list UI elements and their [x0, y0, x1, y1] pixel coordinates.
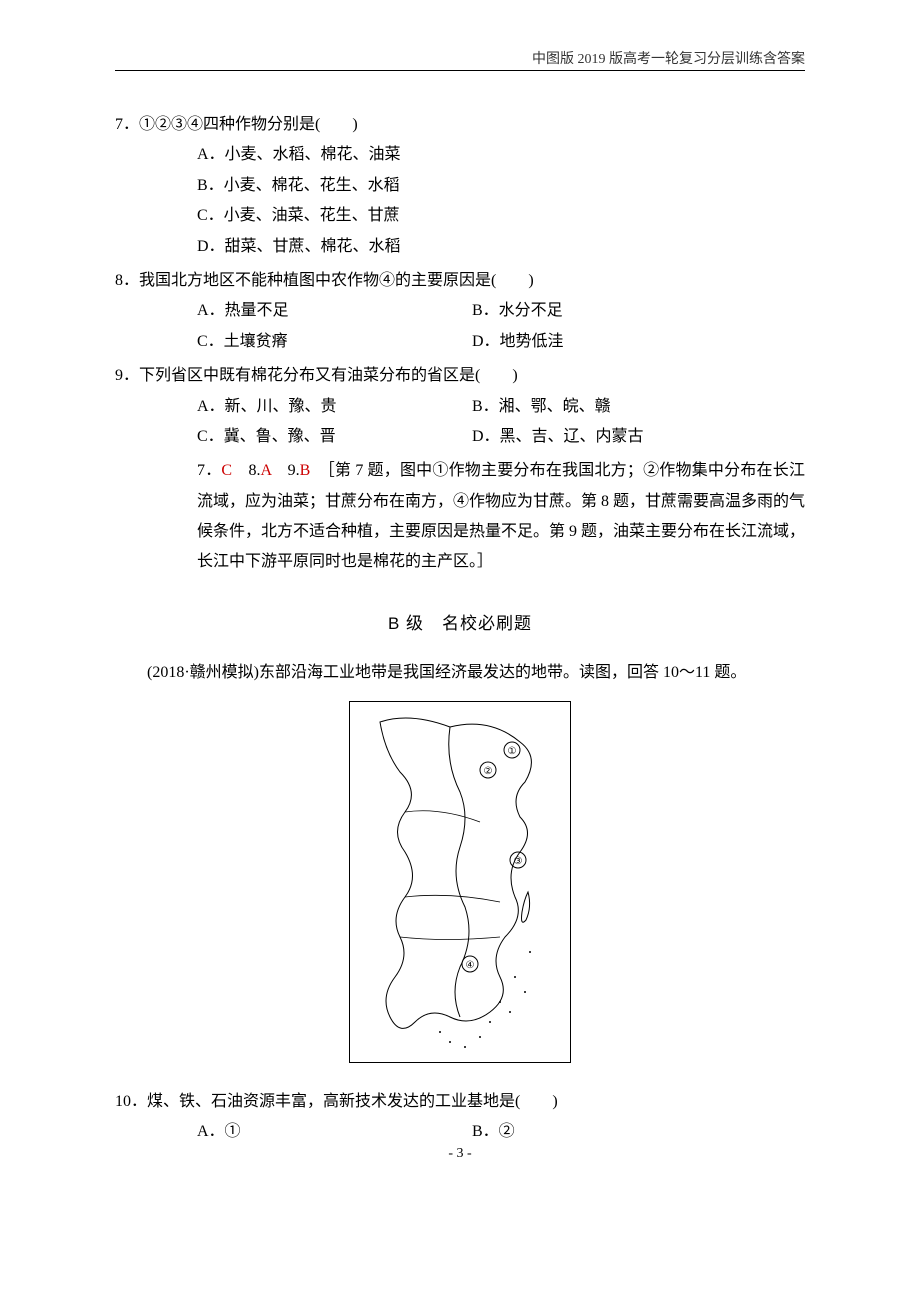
q9-option-b: B．湘、鄂、皖、赣 [472, 392, 805, 422]
svg-text:②: ② [484, 766, 493, 777]
q7-option-a: A．小麦、水稻、棉花、油菜 [197, 140, 805, 170]
q10-option-b: B．② [472, 1117, 805, 1147]
q10-stem: 10．煤、铁、石油资源丰富，高新技术发达的工业基地是( ) [115, 1087, 805, 1117]
svg-text:①: ① [508, 746, 517, 757]
a8-letter: A [261, 462, 272, 479]
a7-label: 7． [197, 462, 221, 479]
running-head: 中图版 2019 版高考一轮复习分层训练含答案 [532, 48, 805, 68]
svg-text:③: ③ [514, 856, 523, 867]
q7-option-d: D．甜菜、甘蔗、棉花、水稻 [197, 232, 805, 262]
q8-option-a: A．热量不足 [197, 296, 472, 326]
page-number: - 3 - [0, 1146, 920, 1162]
a8-label: 8. [232, 462, 260, 479]
q8-option-c: C．土壤贫瘠 [197, 327, 472, 357]
svg-text:④: ④ [466, 960, 475, 971]
q9-option-d: D．黑、吉、辽、内蒙古 [472, 422, 805, 452]
map-svg: ① ② ③ ④ [350, 702, 570, 1062]
q8-option-b: B．水分不足 [472, 296, 805, 326]
q8-option-d: D．地势低洼 [472, 327, 805, 357]
a9-letter: B [300, 462, 311, 479]
q9-option-c: C．冀、鲁、豫、晋 [197, 422, 472, 452]
q9-option-a: A．新、川、豫、贵 [197, 392, 472, 422]
question-9: 9．下列省区中既有棉花分布又有油菜分布的省区是( ) A．新、川、豫、贵 B．湘… [115, 361, 805, 452]
q9-stem: 9．下列省区中既有棉花分布又有油菜分布的省区是( ) [115, 361, 805, 391]
q7-option-c: C．小麦、油菜、花生、甘蔗 [197, 201, 805, 231]
header-divider [115, 70, 805, 71]
q7-stem: 7．①②③④四种作物分别是( ) [115, 110, 805, 140]
main-content: 7．①②③④四种作物分别是( ) A．小麦、水稻、棉花、油菜 B．小麦、棉花、花… [115, 110, 805, 1148]
a9-label: 9. [271, 462, 299, 479]
question-10: 10．煤、铁、石油资源丰富，高新技术发达的工业基地是( ) A．① B．② [115, 1087, 805, 1148]
q10-option-a: A．① [197, 1117, 472, 1147]
section-b-heading: B 级 名校必刷题 [115, 608, 805, 640]
q10-11-intro: (2018·赣州模拟)东部沿海工业地带是我国经济最发达的地带。读图，回答 10～… [115, 658, 805, 688]
china-coastal-map-figure: ① ② ③ ④ [349, 701, 571, 1063]
q8-stem: 8．我国北方地区不能种植图中农作物④的主要原因是( ) [115, 266, 805, 296]
a7-letter: C [221, 462, 232, 479]
q7-option-b: B．小麦、棉花、花生、水稻 [197, 171, 805, 201]
question-8: 8．我国北方地区不能种植图中农作物④的主要原因是( ) A．热量不足 B．水分不… [115, 266, 805, 357]
figure-wrap: ① ② ③ ④ [115, 701, 805, 1073]
question-7: 7．①②③④四种作物分别是( ) A．小麦、水稻、棉花、油菜 B．小麦、棉花、花… [115, 110, 805, 262]
answers-7-8-9: 7．C 8.A 9.B ［第 7 题，图中①作物主要分布在我国北方；②作物集中分… [115, 456, 805, 578]
